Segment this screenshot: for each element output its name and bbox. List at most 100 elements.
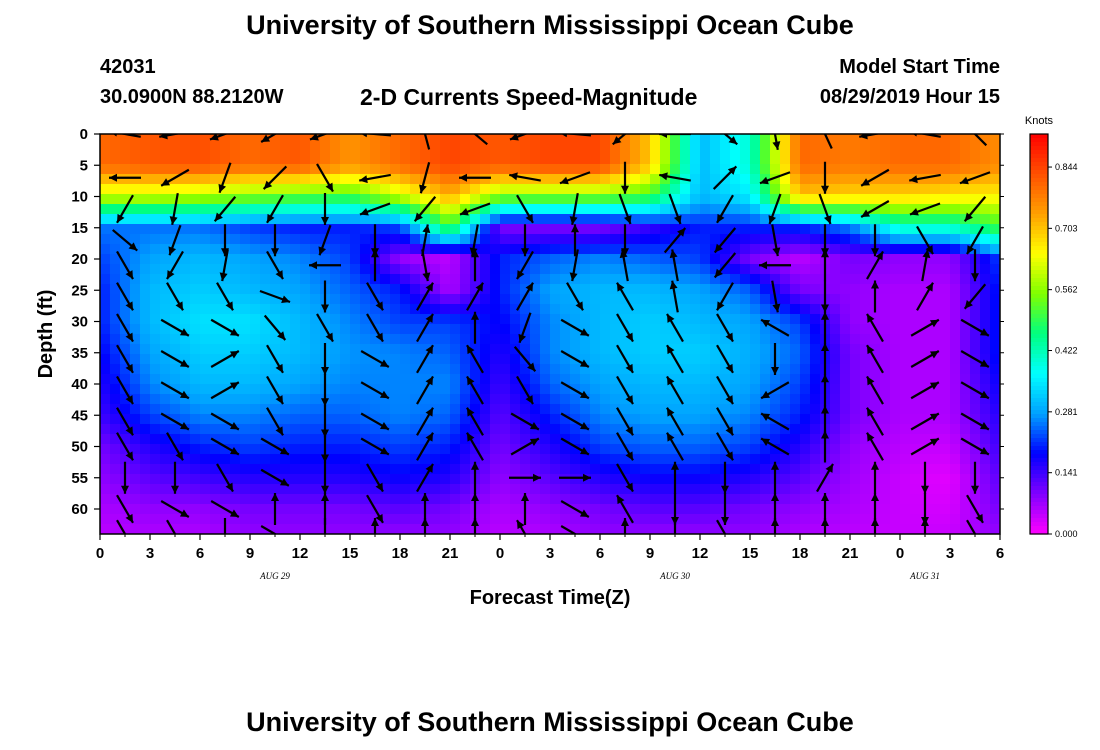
heatmap-cell [610, 304, 621, 315]
heatmap-cell [560, 444, 571, 455]
heatmap-cell [270, 134, 281, 145]
current-vector [359, 202, 391, 216]
heatmap-cell [230, 184, 241, 195]
colorbar-tick-label: 0.562 [1055, 285, 1078, 295]
heatmap-cell [500, 434, 511, 445]
heatmap-cell [210, 484, 221, 495]
heatmap-cell [460, 404, 471, 415]
heatmap-cell [680, 284, 691, 295]
heatmap-cell [400, 144, 411, 155]
heatmap-cell [340, 444, 351, 455]
heatmap-cell [350, 264, 361, 275]
heatmap-cell [530, 354, 541, 365]
heatmap-cell [800, 384, 811, 395]
heatmap-cell [270, 454, 281, 465]
heatmap-cell [660, 414, 671, 425]
heatmap-cell [210, 414, 221, 425]
heatmap-cell [280, 424, 291, 435]
heatmap-cell [950, 414, 961, 425]
heatmap-cell [880, 474, 891, 485]
heatmap-cell [210, 494, 221, 505]
heatmap-cell [880, 464, 891, 475]
heatmap-cell [410, 334, 421, 345]
current-vector [616, 282, 634, 311]
heatmap-cell [550, 144, 561, 155]
current-vector [466, 375, 484, 405]
heatmap-cell [530, 524, 541, 534]
heatmap-cell [250, 424, 261, 435]
heatmap-cell [130, 424, 141, 435]
current-vector [916, 225, 934, 255]
heatmap-cell [920, 244, 931, 255]
current-vector [621, 161, 629, 194]
heatmap-cell [870, 274, 881, 285]
heatmap-cell [650, 404, 661, 415]
x-tick-label: 9 [246, 545, 254, 562]
heatmap-cell [760, 154, 771, 165]
heatmap-cell [430, 384, 441, 395]
heatmap-cell [960, 384, 971, 395]
heatmap-cell [470, 154, 481, 165]
heatmap-cell [170, 294, 181, 305]
heatmap-cell [180, 434, 191, 445]
heatmap-cell [590, 264, 601, 275]
heatmap-cell [840, 234, 851, 245]
heatmap-cell [230, 344, 241, 355]
heatmap-cell [760, 354, 771, 365]
heatmap-cell [360, 354, 371, 365]
heatmap-cell [420, 404, 431, 415]
heatmap-cell [390, 474, 401, 485]
heatmap-cell [790, 134, 801, 145]
heatmap-cell [240, 464, 251, 475]
heatmap-cell [110, 404, 121, 415]
heatmap-cell [300, 334, 311, 345]
heatmap-cell [630, 224, 641, 235]
heatmap-cell [900, 374, 911, 385]
heatmap-cell [910, 404, 921, 415]
heatmap-cell [150, 334, 161, 345]
heatmap-cell [790, 454, 801, 465]
heatmap-cell [900, 254, 911, 265]
heatmap-cell [180, 454, 191, 465]
heatmap-cell [460, 364, 471, 375]
heatmap-cell [680, 204, 691, 215]
heatmap-cell [880, 214, 891, 225]
heatmap-cell [750, 204, 761, 215]
heatmap-cell [740, 134, 751, 145]
heatmap-cell [140, 294, 151, 305]
heatmap-cell [650, 454, 661, 465]
heatmap-cell [860, 154, 871, 165]
heatmap-cell [750, 264, 761, 275]
heatmap-cell [670, 274, 681, 285]
heatmap-cell [540, 454, 551, 465]
y-tick-label: 55 [71, 470, 88, 487]
heatmap-cell [420, 184, 431, 195]
heatmap-cell [200, 454, 211, 465]
current-vector [816, 463, 834, 493]
heatmap-cell [650, 504, 661, 515]
heatmap-cell [360, 284, 371, 295]
heatmap-cell [670, 214, 681, 225]
heatmap-cell [300, 524, 311, 534]
heatmap-cell [330, 404, 341, 415]
heatmap-cell [530, 264, 541, 275]
heatmap-cell [930, 244, 941, 255]
heatmap-cell [690, 164, 701, 175]
heatmap-cell [700, 224, 711, 235]
heatmap-cell [220, 344, 231, 355]
heatmap-cell [650, 374, 661, 385]
colorbar-segment [1030, 426, 1048, 431]
heatmap-cell [740, 304, 751, 315]
heatmap-cell [740, 274, 751, 285]
heatmap-cell [560, 274, 571, 285]
heatmap-cell [800, 134, 811, 145]
heatmap-cell [330, 154, 341, 165]
heatmap-cell [610, 414, 621, 425]
heatmap-cell [250, 224, 261, 235]
heatmap-cell [610, 354, 621, 365]
current-vector [666, 344, 684, 374]
heatmap-cell [590, 134, 601, 145]
heatmap-cell [580, 484, 591, 495]
heatmap-cell [460, 524, 471, 534]
heatmap-cell [120, 404, 131, 415]
